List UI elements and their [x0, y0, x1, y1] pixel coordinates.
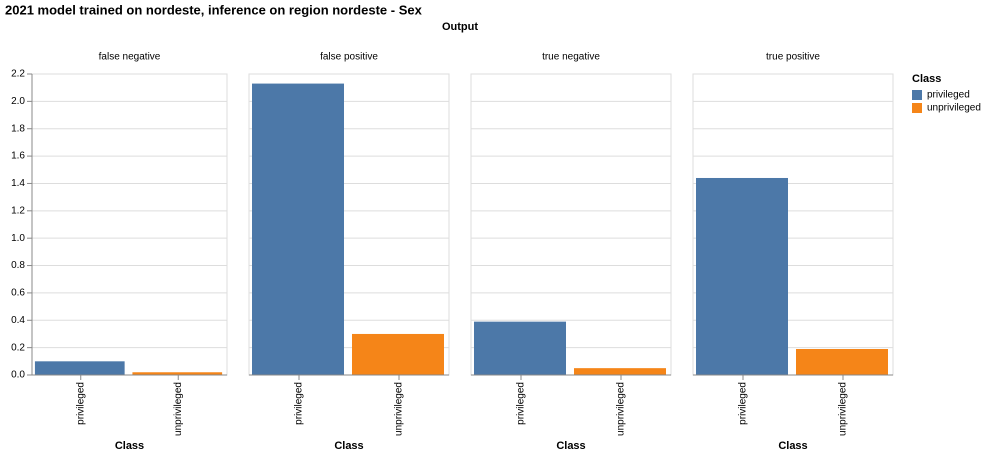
- x-tick-label: unprivileged: [173, 382, 184, 436]
- bar: [34, 361, 125, 375]
- x-axis-title: Class: [778, 440, 807, 452]
- chart-title: 2021 model trained on nordeste, inferenc…: [5, 2, 423, 17]
- y-tick-label: 2.2: [11, 69, 25, 80]
- bar: [474, 321, 566, 375]
- y-tick-label: 0.4: [11, 315, 25, 326]
- facet-label: true positive: [766, 52, 820, 63]
- y-tick-label: 1.6: [11, 151, 25, 162]
- x-tick-label: privileged: [516, 382, 527, 425]
- x-axis-title: Class: [115, 440, 144, 452]
- bar: [252, 83, 344, 375]
- legend-label: unprivileged: [927, 103, 981, 114]
- y-tick-label: 0.6: [11, 288, 25, 299]
- x-axis-title: Class: [556, 440, 585, 452]
- x-tick-label: unprivileged: [394, 382, 405, 436]
- legend-label: privileged: [927, 90, 970, 101]
- y-tick-label: 1.0: [11, 233, 25, 244]
- y-tick-label: 0.2: [11, 342, 25, 353]
- y-tick-label: 1.8: [11, 123, 25, 134]
- facet-label: false negative: [99, 52, 161, 63]
- x-tick-label: unprivileged: [616, 382, 627, 436]
- bar: [132, 372, 223, 375]
- bar: [352, 333, 444, 375]
- y-tick-label: 1.4: [11, 178, 25, 189]
- x-tick-label: privileged: [294, 382, 305, 425]
- y-tick-label: 2.0: [11, 96, 25, 107]
- legend-title: Class: [912, 73, 941, 85]
- facet-label: false positive: [320, 52, 378, 63]
- facet-label: true negative: [542, 52, 600, 63]
- bar: [796, 349, 888, 375]
- y-tick-label: 0.0: [11, 370, 25, 381]
- legend-swatch: [912, 103, 922, 113]
- x-tick-label: privileged: [75, 382, 86, 425]
- x-tick-label: unprivileged: [838, 382, 849, 436]
- y-tick-label: 0.8: [11, 260, 25, 271]
- bar: [574, 368, 666, 375]
- bar: [696, 177, 788, 375]
- panel-frame: [31, 73, 228, 376]
- facet-title: Output: [442, 21, 478, 33]
- x-tick-label: privileged: [738, 382, 749, 425]
- legend-swatch: [912, 90, 922, 100]
- x-axis-title: Class: [334, 440, 363, 452]
- y-tick-label: 1.2: [11, 205, 25, 216]
